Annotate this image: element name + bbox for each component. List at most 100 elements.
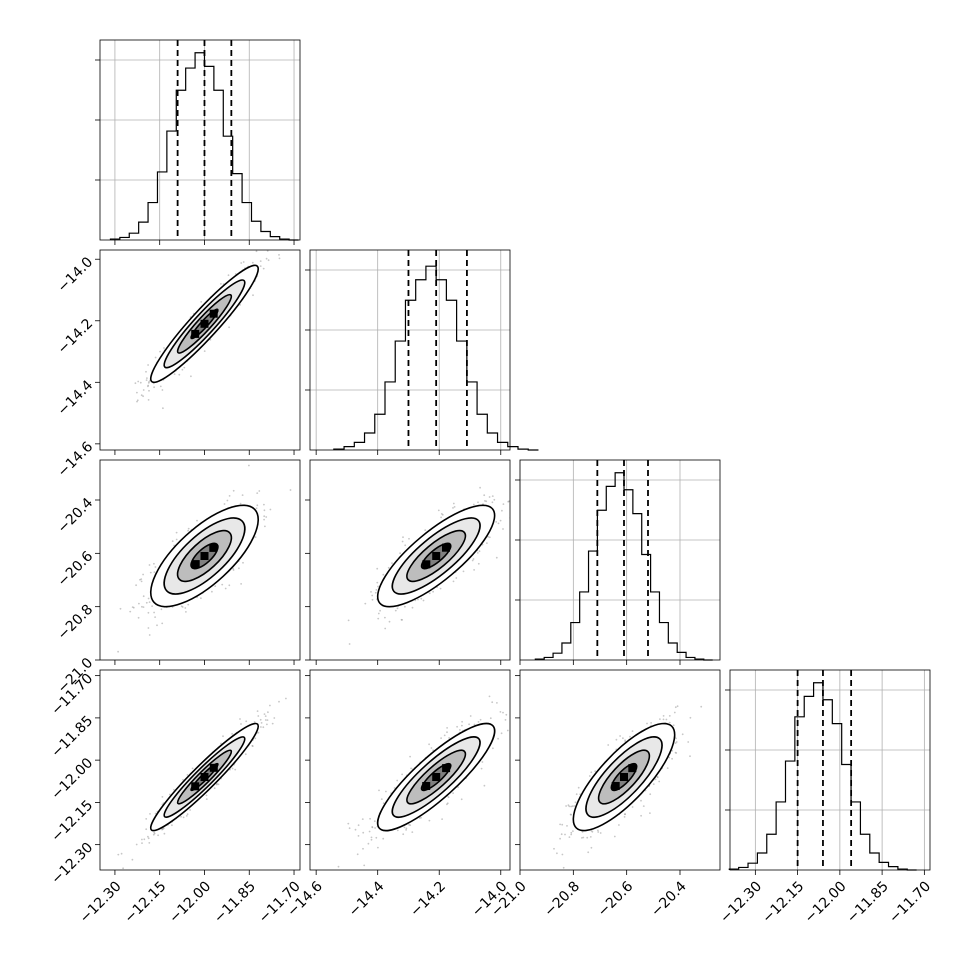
sample-point xyxy=(185,611,187,613)
sample-point xyxy=(673,711,676,714)
sample-point xyxy=(404,544,407,547)
sample-point xyxy=(240,262,243,264)
sample-point xyxy=(574,801,577,804)
sample-point xyxy=(242,561,244,564)
sample-point xyxy=(411,831,414,833)
sample-point xyxy=(251,745,254,747)
sample-point xyxy=(642,805,645,807)
sample-point xyxy=(369,817,371,820)
sample-point xyxy=(95,429,97,431)
sample-point xyxy=(403,826,406,829)
sample-point xyxy=(376,581,379,584)
sample-point xyxy=(590,830,593,832)
sample-point xyxy=(502,711,504,714)
sample-point xyxy=(267,259,270,262)
sample-point xyxy=(471,559,474,562)
sample-point xyxy=(441,818,443,820)
scatter-panel-2-1 xyxy=(309,459,511,661)
sample-point xyxy=(153,386,156,389)
sample-point xyxy=(489,717,492,720)
sample-point xyxy=(145,828,148,831)
sample-point xyxy=(141,842,143,844)
sample-point xyxy=(461,724,463,727)
sample-point xyxy=(146,377,148,379)
sample-point xyxy=(572,830,574,832)
y-tick-label: −14.6 xyxy=(55,439,97,481)
sample-point xyxy=(140,578,143,580)
sample-point xyxy=(251,261,254,264)
sample-point xyxy=(420,816,422,819)
sample-point xyxy=(472,503,475,506)
sample-point xyxy=(265,257,268,260)
sample-point xyxy=(361,818,364,820)
sample-point xyxy=(263,503,265,506)
sample-point xyxy=(362,831,365,834)
scatter-panel-2-0 xyxy=(99,459,301,661)
sample-point xyxy=(446,731,448,734)
sample-point xyxy=(145,370,147,373)
density-core-cell xyxy=(200,773,209,781)
sample-point xyxy=(267,711,269,714)
sample-point xyxy=(220,742,222,745)
sample-point xyxy=(400,618,403,621)
sample-point xyxy=(391,562,393,564)
sample-point xyxy=(570,831,573,834)
y-tick-label: −14.0 xyxy=(55,254,97,296)
sample-point xyxy=(672,724,675,727)
sample-point xyxy=(674,706,677,709)
sample-point xyxy=(488,536,491,539)
sample-point xyxy=(624,813,626,816)
sample-point xyxy=(479,718,482,721)
sample-point xyxy=(139,381,142,384)
sample-point xyxy=(263,509,266,512)
sample-point xyxy=(371,826,374,829)
sample-point xyxy=(659,718,661,720)
y-tick-label: −12.00 xyxy=(48,755,96,803)
sample-point xyxy=(409,755,411,758)
sample-point xyxy=(153,611,156,614)
sample-point xyxy=(446,727,448,729)
sample-point xyxy=(159,385,162,388)
sample-point xyxy=(382,573,385,576)
sample-point xyxy=(640,814,642,817)
sample-point xyxy=(370,838,373,841)
sample-point xyxy=(377,585,379,588)
sample-point xyxy=(477,721,480,723)
sample-point xyxy=(232,489,235,492)
sample-point xyxy=(561,823,564,826)
sample-point xyxy=(231,733,234,735)
panel-contents xyxy=(347,486,510,645)
sample-point xyxy=(162,407,164,410)
density-core-cell xyxy=(191,782,200,791)
sample-point xyxy=(422,599,425,602)
sample-point xyxy=(161,389,164,391)
sample-point xyxy=(182,816,185,819)
y-tick-label: −12.30 xyxy=(48,840,96,888)
sample-point xyxy=(244,753,247,756)
sample-point xyxy=(447,796,450,799)
sample-point xyxy=(213,787,216,790)
sample-point xyxy=(186,813,189,816)
sample-point xyxy=(393,787,396,789)
sample-point xyxy=(148,634,151,636)
sample-point xyxy=(136,400,138,403)
sample-point xyxy=(120,852,123,855)
sample-point xyxy=(190,375,192,378)
sample-point xyxy=(668,715,671,717)
sample-point xyxy=(649,793,652,796)
sample-point xyxy=(624,739,626,742)
sample-point xyxy=(271,722,274,725)
sample-point xyxy=(477,562,480,565)
sample-point xyxy=(187,529,190,532)
sample-point xyxy=(119,607,122,610)
sample-point xyxy=(265,516,268,518)
sample-point xyxy=(239,304,242,306)
sample-point xyxy=(492,747,494,750)
panel-contents xyxy=(117,464,292,653)
sample-point xyxy=(401,540,404,543)
panel-frame xyxy=(99,249,301,451)
sample-point xyxy=(278,257,281,260)
sample-point xyxy=(506,729,509,732)
scatter-panel-3-1 xyxy=(309,669,511,871)
